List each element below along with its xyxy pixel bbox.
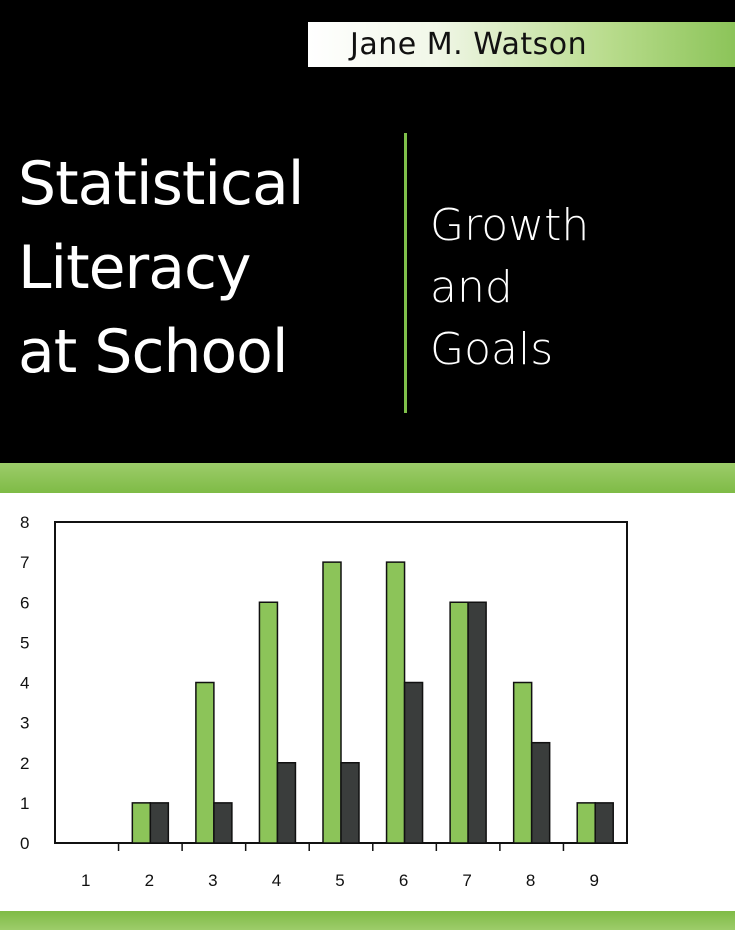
x-tick-label: 2 [145,871,154,890]
x-tick-label: 5 [335,871,344,890]
y-tick-label: 6 [20,593,29,612]
bar-series-1 [512,681,533,844]
bar-series-1 [576,802,596,844]
bar-series-2 [340,762,360,844]
y-tick-label: 2 [20,754,29,773]
bar-series-2 [530,741,551,844]
x-tick-label: 8 [526,871,535,890]
x-tick-label: 6 [399,871,408,890]
bar-series-2 [149,802,170,844]
title-divider [404,133,407,413]
y-tick-label: 7 [20,553,29,572]
bar-series-2 [403,681,424,844]
x-tick-label: 7 [462,871,471,890]
y-tick-label: 5 [20,633,29,652]
bar-series-2 [467,601,487,844]
bar-series-1 [131,802,152,844]
book-subtitle: Growth and Goals [430,195,589,381]
y-tick-label: 0 [20,834,29,853]
x-tick-label: 3 [208,871,217,890]
title-line-3: at School [18,317,289,387]
title-line-2: Literacy [18,233,251,303]
subtitle-line-2: and [430,262,513,313]
book-title: Statistical Literacy at School [18,142,398,394]
author-name: Jane M. Watson [350,27,588,62]
x-tick-label: 9 [589,871,598,890]
title-line-1: Statistical [18,149,304,219]
bar-series-1 [195,681,215,844]
bar-series-1 [258,601,279,844]
x-tick-label: 4 [272,871,281,890]
y-tick-label: 4 [20,674,29,693]
author-band [308,22,735,67]
bar-series-1 [449,601,469,844]
bar-series-1 [385,561,406,844]
x-tick-label: 1 [81,871,90,890]
y-tick-label: 1 [20,794,29,813]
bar-series-1 [322,561,342,844]
subtitle-line-3: Goals [430,324,554,375]
bar-chart: 0 1 2 3 4 5 6 7 8 1 2 3 4 5 6 7 8 9 [20,513,628,890]
subtitle-line-1: Growth [430,200,590,251]
bar-series-2 [213,802,233,844]
green-stripe-bottom [0,911,735,930]
bar-series-2 [594,802,614,844]
y-tick-label: 8 [20,513,29,532]
green-stripe-top [0,463,735,493]
y-tick-label: 3 [20,714,29,733]
bar-series-2 [276,762,297,844]
